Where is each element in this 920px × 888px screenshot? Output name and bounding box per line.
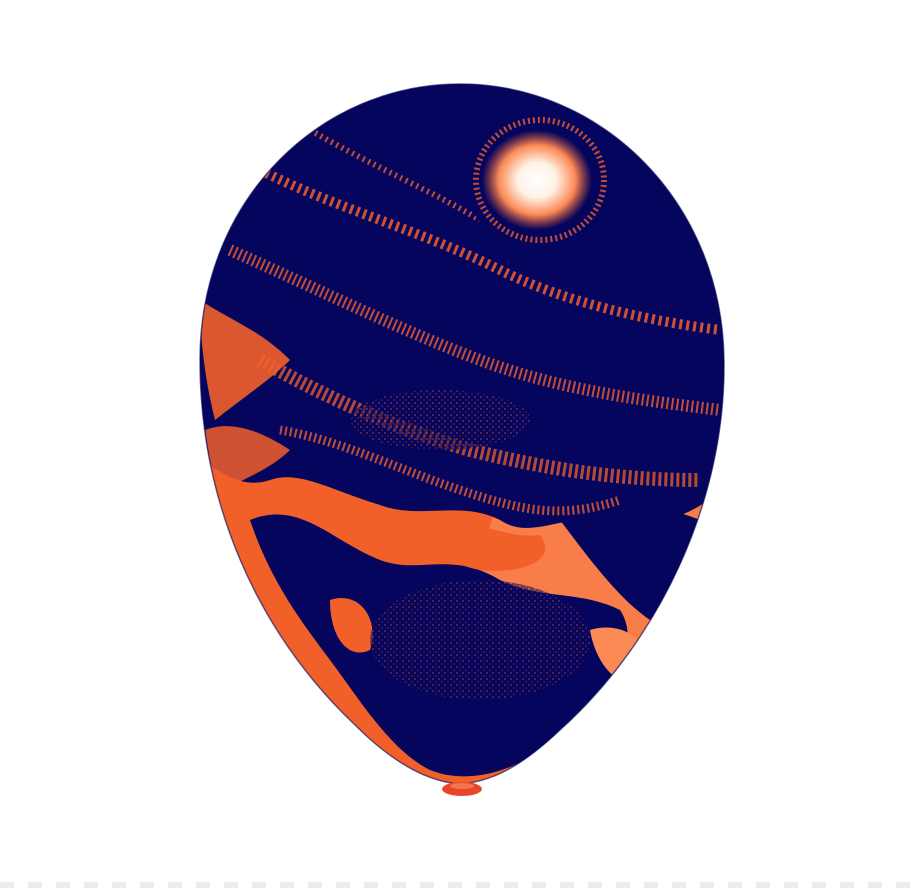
balloon-body	[200, 84, 725, 784]
bottom-edge-strip	[0, 882, 920, 888]
balloon-highlight	[482, 130, 592, 230]
balloon-knot	[442, 782, 482, 796]
